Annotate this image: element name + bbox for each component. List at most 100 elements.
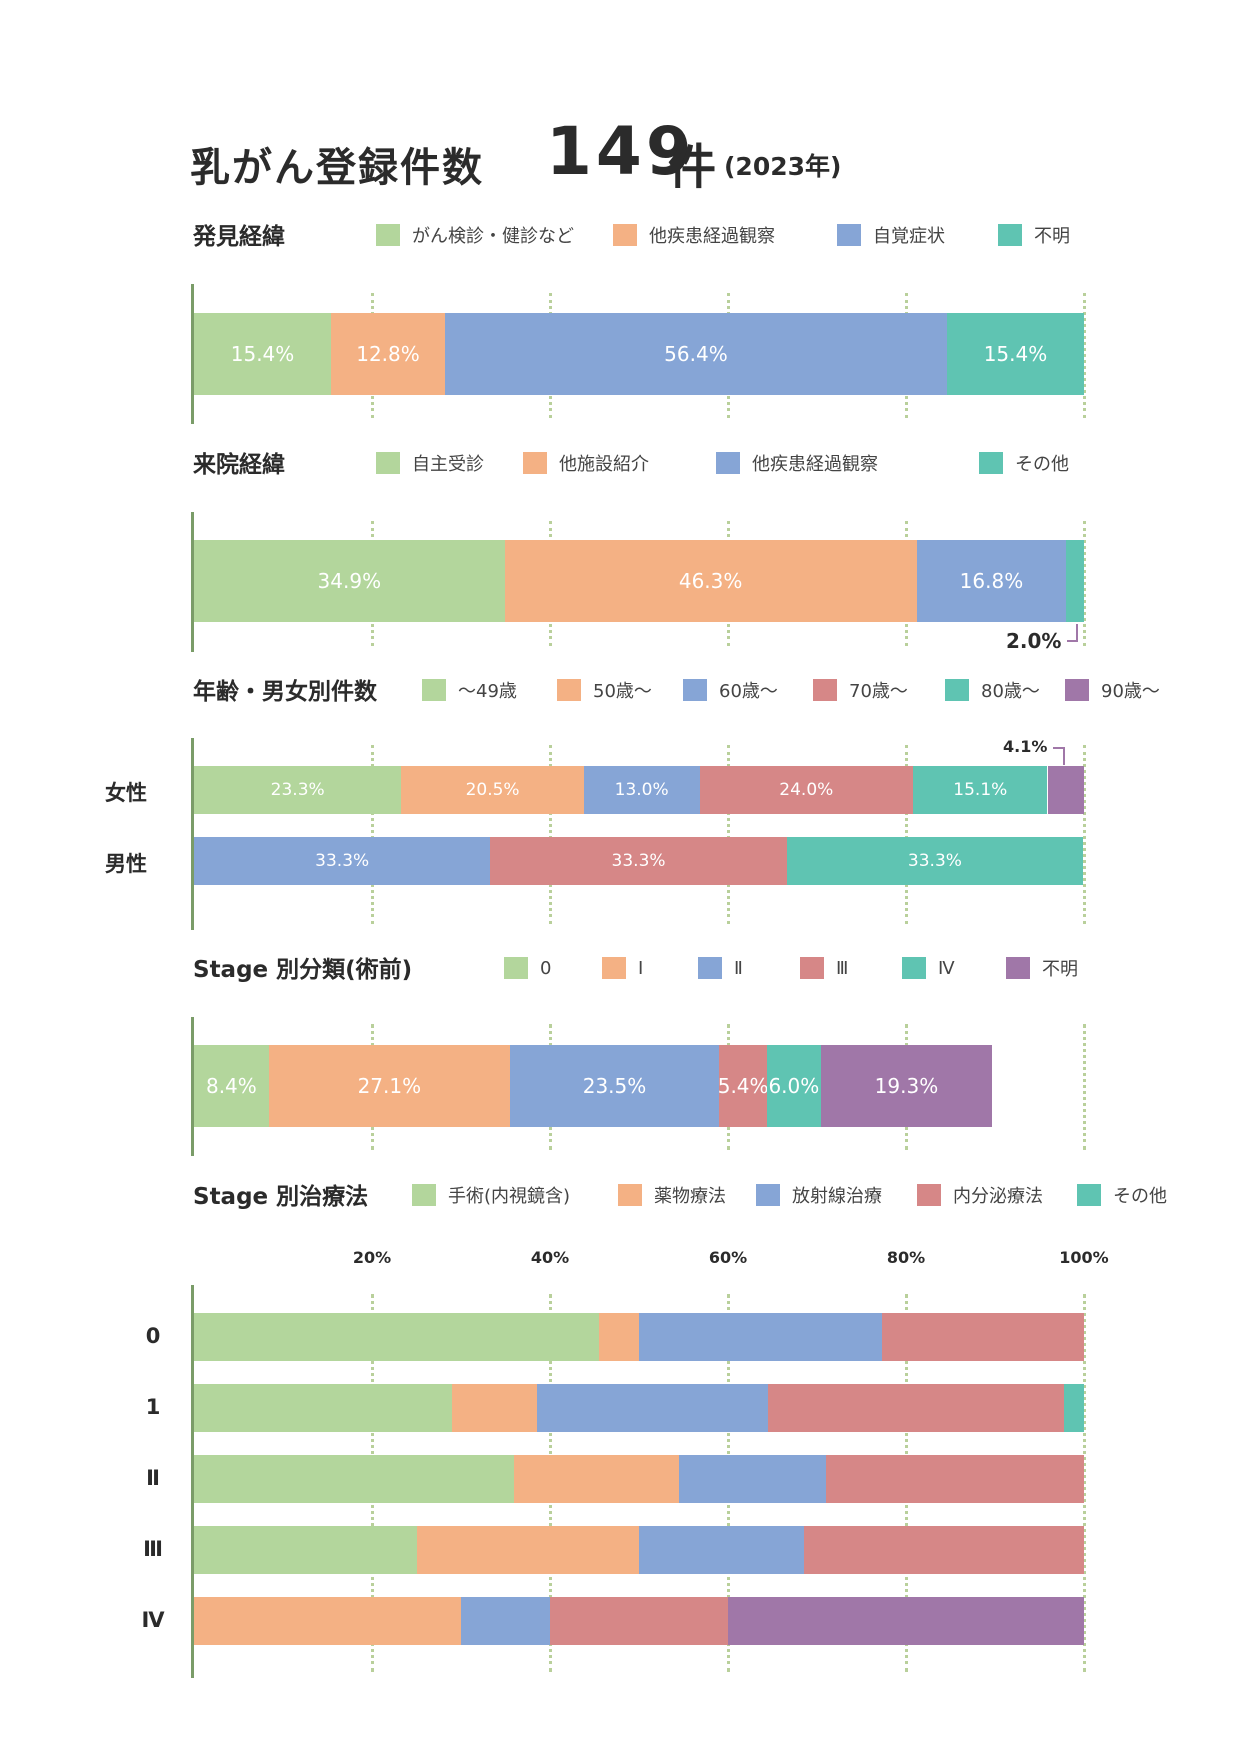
legend-item: 自覚症状: [837, 223, 945, 247]
data-label: 8.4%: [205, 1074, 257, 1098]
bar-segment: 20.5%: [401, 766, 584, 814]
legend-label: 70歳〜: [849, 681, 908, 702]
bar-segment: [803, 1526, 1084, 1574]
row-label: 1: [145, 1395, 161, 1419]
chart-title: 年齢・男女別件数: [193, 679, 377, 705]
bar-segment: [194, 1455, 515, 1503]
bar-segment: 15.4%: [946, 313, 1084, 395]
x-tick-label: 40%: [530, 1248, 570, 1267]
callout-line: [1053, 747, 1065, 765]
legend-item: 50歳〜: [557, 678, 652, 702]
legend-swatch: [902, 957, 926, 979]
y-axis: [191, 284, 194, 424]
y-axis: [191, 512, 194, 652]
legend-label: 他施設紹介: [559, 454, 649, 475]
legend-swatch: [602, 957, 626, 979]
data-label: 13.0%: [614, 780, 669, 800]
bar-segment: 23.5%: [509, 1045, 720, 1127]
y-axis: [191, 1285, 194, 1678]
bar-segment: 33.3%: [490, 837, 787, 885]
legend-swatch: [376, 452, 400, 474]
row-label: 女性: [105, 781, 147, 805]
x-tick-label: 80%: [886, 1248, 926, 1267]
page-title: 乳がん登録件数: [190, 145, 484, 191]
data-label: 19.3%: [874, 1074, 939, 1098]
gridline: [1083, 521, 1086, 646]
x-tick-label: 100%: [1059, 1248, 1109, 1267]
gridline: [371, 745, 374, 924]
data-label: 33.3%: [907, 851, 962, 871]
legend-item: 放射線治療: [756, 1183, 882, 1207]
data-label: 20.5%: [465, 780, 520, 800]
bar-segment: [194, 1526, 417, 1574]
legend-label: 不明: [1034, 226, 1070, 247]
bar-segment: 34.9%: [194, 540, 505, 622]
x-tick-label: 60%: [708, 1248, 748, 1267]
legend-item: 薬物療法: [618, 1183, 726, 1207]
data-label: 15.4%: [230, 342, 295, 366]
bar-segment: 33.3%: [786, 837, 1084, 885]
legend-swatch: [698, 957, 722, 979]
bar-segment: [598, 1313, 639, 1361]
row-label: Ⅱ: [146, 1466, 160, 1490]
gridline: [549, 745, 552, 924]
legend-label: 他疾患経過観察: [649, 226, 775, 247]
bar-segment: [536, 1384, 769, 1432]
legend-item: 〜49歳: [422, 678, 517, 702]
legend-label: その他: [1113, 1186, 1167, 1207]
legend-label: 内分泌療法: [953, 1186, 1043, 1207]
callout-label: 2.0%: [1006, 629, 1062, 653]
y-axis: [191, 738, 194, 930]
bar-segment: [452, 1384, 537, 1432]
bar-segment: 12.8%: [331, 313, 445, 395]
bar-segment: 6.0%: [767, 1045, 821, 1127]
bar-segment: [1064, 1384, 1084, 1432]
bar-segment: [194, 1384, 453, 1432]
data-label: 56.4%: [664, 342, 728, 366]
bar-segment: 24.0%: [699, 766, 914, 814]
data-label: 23.3%: [270, 780, 325, 800]
legend-swatch: [613, 224, 637, 246]
legend-swatch: [683, 679, 707, 701]
data-label: 6.0%: [768, 1074, 820, 1098]
chart-title: 来院経緯: [193, 452, 285, 478]
legend-label: Ⅲ: [836, 957, 849, 979]
x-tick-label: 20%: [352, 1248, 392, 1267]
legend-item: その他: [979, 451, 1069, 475]
gridline: [1083, 1294, 1086, 1672]
legend-item: 60歳〜: [683, 678, 778, 702]
bar-segment: [679, 1455, 826, 1503]
bar-segment: [728, 1597, 1084, 1645]
bar-segment: 33.3%: [194, 837, 491, 885]
legend-item: Ⅳ: [902, 956, 955, 980]
bar-segment: 19.3%: [820, 1045, 993, 1127]
y-axis: [191, 1017, 194, 1156]
legend-item: がん検診・健診など: [376, 223, 574, 247]
bar-segment: 27.1%: [268, 1045, 510, 1127]
data-label: 46.3%: [678, 569, 743, 593]
legend-item: 70歳〜: [813, 678, 908, 702]
legend-swatch: [557, 679, 581, 701]
data-label: 5.4%: [717, 1074, 769, 1098]
bar-segment: [1047, 766, 1084, 814]
chart-title: Stage 別治療法: [193, 1184, 369, 1210]
legend-swatch: [1065, 679, 1089, 701]
legend-swatch: [1077, 1184, 1101, 1206]
bar-segment: 5.4%: [717, 1045, 769, 1127]
legend-item: 80歳〜: [945, 678, 1040, 702]
data-label: 33.3%: [611, 851, 666, 871]
legend-label: 放射線治療: [792, 1186, 882, 1207]
legend-label: 50歳〜: [593, 681, 652, 702]
data-label: 23.5%: [582, 1074, 647, 1098]
legend-label: 自覚症状: [873, 226, 945, 247]
legend-label: 60歳〜: [719, 681, 778, 702]
legend-swatch: [504, 957, 528, 979]
legend-swatch: [998, 224, 1022, 246]
bar-segment: [416, 1526, 639, 1574]
legend-label: 手術(内視鏡含): [448, 1186, 571, 1207]
callout-label: 4.1%: [1003, 737, 1048, 756]
legend-swatch: [618, 1184, 642, 1206]
bar-segment: 15.4%: [194, 313, 332, 395]
legend-swatch: [523, 452, 547, 474]
bar-segment: [768, 1384, 1065, 1432]
